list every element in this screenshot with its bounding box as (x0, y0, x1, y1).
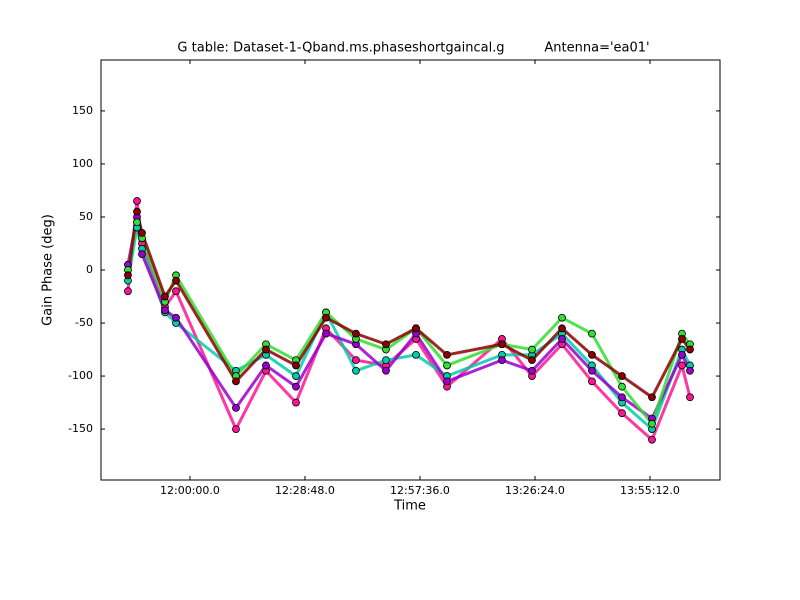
data-point (232, 403, 240, 412)
data-point (528, 366, 536, 375)
chart-subtitle: Antenna='ea01' (544, 41, 649, 56)
data-point (558, 324, 566, 333)
data-point (292, 372, 300, 380)
data-point (678, 361, 686, 370)
data-point (686, 366, 694, 375)
data-point (498, 340, 506, 349)
data-point (124, 271, 132, 280)
data-point (648, 419, 656, 428)
data-point (648, 393, 656, 402)
data-point (352, 366, 360, 375)
y-tick-label: 0 (86, 263, 93, 276)
y-tick-label: 100 (72, 157, 93, 170)
data-point (161, 306, 169, 315)
data-point (412, 324, 420, 333)
data-point (124, 287, 132, 296)
data-point (678, 350, 686, 359)
data-point (382, 356, 390, 365)
x-tick-label: 13:55:12.0 (620, 484, 680, 497)
y-tick-label: -50 (75, 316, 93, 329)
data-point (172, 276, 180, 285)
data-point (161, 292, 169, 301)
data-point (528, 356, 536, 365)
y-axis-label: Gain Phase (deg) (41, 214, 56, 326)
y-tick-label: -100 (68, 369, 93, 382)
data-point (558, 335, 566, 343)
data-point (618, 372, 626, 380)
data-point (133, 197, 141, 205)
data-point (232, 425, 240, 433)
data-point (443, 377, 451, 386)
data-point (588, 377, 596, 386)
data-point (648, 435, 656, 444)
chart-title: G table: Dataset-1-Qband.ms.phaseshortga… (177, 41, 504, 56)
data-point (588, 350, 596, 359)
data-point (588, 366, 596, 375)
data-point (686, 393, 694, 402)
data-point (382, 340, 390, 349)
x-axis-label: Time (393, 499, 426, 514)
data-point (138, 250, 146, 258)
data-point (322, 313, 330, 322)
data-point (322, 329, 330, 338)
data-point (352, 356, 360, 365)
data-point (618, 409, 626, 418)
data-point (588, 329, 596, 338)
data-point (172, 287, 180, 296)
data-point (443, 361, 451, 370)
data-point (292, 382, 300, 391)
data-point (382, 366, 390, 375)
data-point (443, 350, 451, 359)
x-tick-label: 12:57:36.0 (390, 484, 450, 497)
x-tick-label: 12:00:00.0 (160, 484, 220, 497)
data-point (352, 329, 360, 338)
data-point (133, 218, 141, 227)
data-point (262, 345, 270, 354)
data-point (292, 361, 300, 370)
data-point (172, 313, 180, 322)
y-tick-label: 150 (72, 104, 93, 117)
data-point (558, 313, 566, 322)
data-point (528, 345, 536, 354)
data-point (262, 361, 270, 370)
data-point (618, 382, 626, 391)
x-tick-label: 13:26:24.0 (505, 484, 565, 497)
data-point (412, 350, 420, 359)
y-tick-label: -150 (68, 422, 93, 435)
data-point (678, 335, 686, 343)
data-point (498, 356, 506, 365)
data-point (686, 345, 694, 354)
data-point (138, 228, 146, 237)
data-point (292, 398, 300, 407)
y-tick-label: 50 (79, 210, 93, 223)
plot-area (124, 197, 694, 444)
data-point (133, 207, 141, 216)
data-point (618, 393, 626, 402)
data-point (232, 377, 240, 386)
x-tick-label: 12:28:48.0 (275, 484, 335, 497)
